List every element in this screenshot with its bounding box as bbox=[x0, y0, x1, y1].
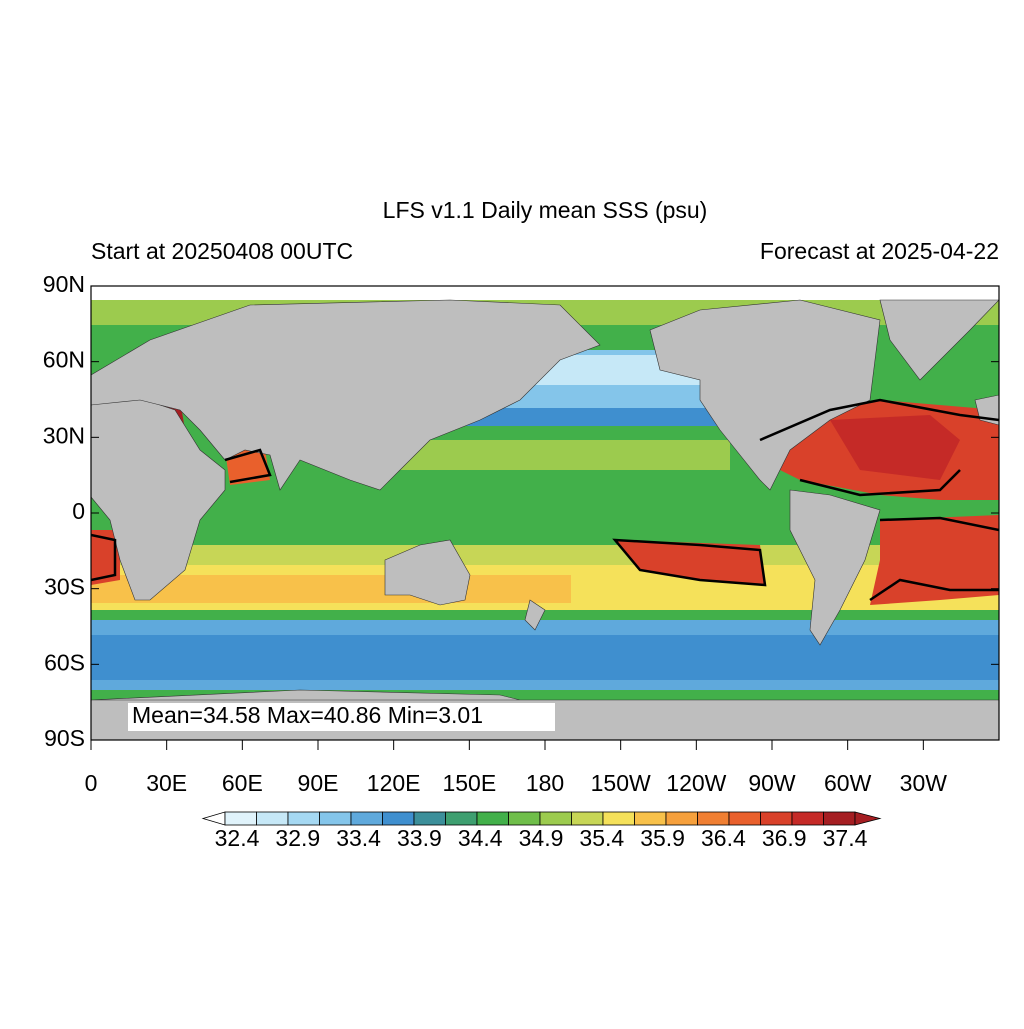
lon-tick-label: 180 bbox=[526, 770, 564, 796]
colorbar-box bbox=[728, 811, 761, 826]
colorbar-box bbox=[508, 811, 541, 826]
colorbar-box bbox=[476, 811, 509, 826]
lat-tick-label: 90S bbox=[44, 725, 85, 751]
lat-tick-label: 60N bbox=[43, 347, 85, 373]
colorbar-box bbox=[413, 811, 446, 826]
colorbar-box bbox=[319, 811, 352, 826]
colorbar-label: 32.4 bbox=[215, 825, 260, 851]
annotation-box bbox=[128, 703, 555, 731]
colorbar-label: 37.4 bbox=[823, 825, 868, 851]
lat-tick-label: 0 bbox=[72, 498, 85, 524]
lat-tick-label: 30S bbox=[44, 574, 85, 600]
lon-tick-label: 150W bbox=[591, 770, 651, 796]
colorbar-box bbox=[602, 811, 635, 826]
subtitle-left: Start at 20250408 00UTC bbox=[91, 238, 353, 264]
colorbar-box bbox=[350, 811, 383, 826]
colorbar-box bbox=[571, 811, 604, 826]
lon-tick-label: 60E bbox=[222, 770, 263, 796]
colorbar-box bbox=[823, 811, 856, 826]
map-field bbox=[91, 286, 999, 740]
colorbar-label: 32.9 bbox=[275, 825, 320, 851]
lat-tick-label: 30N bbox=[43, 422, 85, 448]
colorbar-label: 34.4 bbox=[458, 825, 503, 851]
lon-tick-label: 30W bbox=[900, 770, 948, 796]
colorbar-box bbox=[256, 811, 289, 826]
colorbar-box bbox=[539, 811, 572, 826]
stats-annotation: Mean=34.58 Max=40.86 Min=3.01 bbox=[132, 702, 483, 728]
lon-tick-label: 150E bbox=[442, 770, 496, 796]
colorbar-label: 36.9 bbox=[762, 825, 807, 851]
colorbar-left-end bbox=[201, 811, 226, 826]
colorbar-label: 34.9 bbox=[519, 825, 564, 851]
lon-tick-label: 30E bbox=[146, 770, 187, 796]
colorbar-right-end bbox=[854, 811, 882, 826]
lon-tick-label: 60W bbox=[824, 770, 872, 796]
colorbar-label: 33.9 bbox=[397, 825, 442, 851]
colorbar-box bbox=[760, 811, 793, 826]
colorbar-box bbox=[791, 811, 824, 826]
colorbar-box bbox=[697, 811, 730, 826]
colorbar-label: 33.4 bbox=[336, 825, 381, 851]
subtitle-right: Forecast at 2025-04-22 bbox=[760, 238, 999, 264]
colorbar-box bbox=[224, 811, 257, 826]
lat-tick-label: 60S bbox=[44, 649, 85, 675]
lon-tick-label: 90W bbox=[748, 770, 796, 796]
map: Mean=34.58 Max=40.86 Min=3.01 bbox=[90, 285, 1000, 741]
colorbar-label: 36.4 bbox=[701, 825, 746, 851]
lon-tick-label: 120W bbox=[666, 770, 726, 796]
colorbar-label: 35.9 bbox=[640, 825, 685, 851]
lat-tick-label: 90N bbox=[43, 271, 85, 297]
colorbar-box bbox=[634, 811, 667, 826]
colorbar-box bbox=[445, 811, 478, 826]
colorbar-box bbox=[665, 811, 698, 826]
colorbar-box bbox=[382, 811, 415, 826]
colorbar-box bbox=[287, 811, 320, 826]
lon-tick-label: 90E bbox=[298, 770, 339, 796]
lon-tick-label: 120E bbox=[367, 770, 421, 796]
lon-tick-label: 0 bbox=[85, 770, 98, 796]
colorbar-label: 35.4 bbox=[579, 825, 624, 851]
title: LFS v1.1 Daily mean SSS (psu) bbox=[383, 197, 708, 223]
